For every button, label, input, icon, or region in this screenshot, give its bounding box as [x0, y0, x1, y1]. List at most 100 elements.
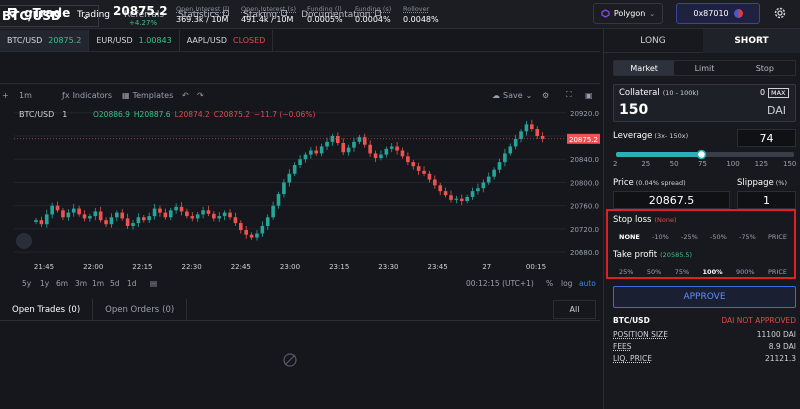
symbol-selector[interactable]: BTC/USD ⌄	[0, 5, 99, 27]
gear-icon[interactable]	[773, 6, 787, 20]
ohlc-close: C20875.2	[213, 110, 251, 119]
log-toggle[interactable]: log	[561, 279, 573, 288]
auto-toggle[interactable]: auto	[579, 279, 596, 288]
pair-price: 1.00843	[138, 36, 172, 45]
filter-label: All	[569, 305, 580, 314]
pair-aapl-usd[interactable]: AAPL/USD CLOSED	[180, 30, 274, 51]
summary-value: 8.9 DAI	[768, 342, 796, 351]
nav-statistics[interactable]: Statistics	[178, 9, 230, 20]
redo-icon[interactable]: ↷	[197, 90, 204, 100]
leverage-input[interactable]: 74	[737, 129, 796, 147]
order-type-limit[interactable]: Limit	[694, 63, 715, 73]
tab-open-trades[interactable]: Open Trades (0)	[0, 299, 94, 320]
price-chart[interactable]: 20920.020880.020840.020800.020760.020720…	[0, 105, 600, 275]
sl-option-price[interactable]: PRICE	[767, 233, 787, 241]
sl-option-50[interactable]: -50%	[710, 233, 727, 241]
templates-icon: ▦	[122, 90, 130, 100]
pair-eur-usd[interactable]: EUR/USD 1.00843	[89, 30, 180, 51]
calendar-icon[interactable]: ▤	[150, 279, 158, 288]
fullscreen-icon[interactable]: ⛶	[566, 90, 572, 99]
info-bar	[0, 52, 600, 84]
candle-body	[454, 198, 459, 200]
candle-body	[459, 198, 464, 202]
top-bar	[0, 0, 800, 29]
camera-icon[interactable]: ▣	[585, 90, 593, 100]
tp-option-75[interactable]: 75%	[674, 268, 690, 276]
stat-label: Open Interest (s)	[241, 5, 296, 13]
candle-body	[120, 212, 125, 219]
sl-option-75[interactable]: -75%	[739, 233, 756, 241]
stat-rollover: Rollover 0.0048%	[403, 5, 439, 24]
indicators-button[interactable]: ƒx Indicators	[62, 91, 112, 100]
sl-option-10[interactable]: -10%	[652, 233, 669, 241]
range-3m[interactable]: 3m	[75, 279, 88, 288]
candle-body	[384, 148, 389, 155]
indicators-label: Indicators	[72, 90, 113, 100]
network-selector[interactable]: Polygon ⌄	[593, 3, 663, 24]
sl-option-none[interactable]: NONE	[619, 233, 640, 241]
save-button[interactable]: ☁ Save ⌄	[492, 91, 532, 100]
wallet-address: 0x87010	[693, 9, 729, 18]
candle-body	[185, 211, 189, 217]
nav-referrals[interactable]: Referrals	[124, 10, 164, 20]
price-input[interactable]: 20867.5	[613, 191, 730, 209]
sl-option-25[interactable]: -25%	[681, 233, 698, 241]
network-label: Polygon	[613, 9, 646, 18]
leverage-slider-handle[interactable]	[616, 149, 794, 160]
candle-body	[125, 218, 130, 226]
tp-option-100[interactable]: 100%	[702, 268, 723, 276]
candle-body	[481, 182, 486, 189]
candle-body	[309, 150, 313, 155]
settings-icon[interactable]: ⚙	[542, 90, 550, 100]
order-type-market[interactable]: Market	[614, 61, 675, 75]
range-1m[interactable]: 1m	[92, 279, 105, 288]
range-1d[interactable]: 1d	[127, 279, 137, 288]
nav-trading[interactable]: Trading	[77, 10, 110, 20]
collateral-input[interactable]	[613, 84, 796, 122]
range-6m[interactable]: 6m	[56, 279, 69, 288]
candle-body	[77, 208, 81, 215]
tp-option-price[interactable]: PRICE	[768, 268, 787, 276]
short-tab[interactable]: SHORT	[703, 29, 800, 53]
plus-icon[interactable]: +	[2, 90, 9, 100]
candle-body	[292, 165, 297, 174]
x-tick-label: 27	[482, 263, 491, 271]
tradingview-logo-icon	[16, 233, 32, 249]
candle-body	[303, 154, 308, 160]
tp-option-25[interactable]: 25%	[619, 268, 634, 276]
tab-open-orders[interactable]: Open Orders (0)	[93, 299, 188, 320]
leverage-label: Leverage	[613, 131, 653, 141]
nav-documentation[interactable]: Documentation	[301, 9, 381, 20]
candle-body	[50, 205, 54, 215]
pair-btc-usd[interactable]: BTC/USD 20875.2	[0, 30, 90, 51]
y-tick-label: 20680.0	[570, 249, 599, 257]
long-tab[interactable]: LONG	[603, 29, 703, 53]
order-type-stop[interactable]: Stop	[755, 63, 774, 73]
candle-body	[222, 212, 227, 217]
candle-body	[470, 191, 475, 197]
pair-price: CLOSED	[232, 36, 266, 45]
range-5y[interactable]: 5y	[22, 279, 32, 288]
tp-option-900[interactable]: 900%	[736, 268, 755, 276]
wallet-button[interactable]: 0x87010	[676, 3, 760, 24]
range-5d[interactable]: 5d	[110, 279, 120, 288]
approve-button[interactable]: APPROVE	[613, 286, 796, 308]
filter-select[interactable]: All	[553, 300, 596, 319]
nav-staking[interactable]: Staking	[243, 9, 288, 20]
chart-time[interactable]: 00:12:15 (UTC+1)	[466, 279, 534, 288]
range-1y[interactable]: 1y	[40, 279, 50, 288]
max-button[interactable]: MAX	[768, 88, 789, 98]
tp-option-50[interactable]: 50%	[646, 268, 662, 276]
candle-body	[255, 233, 259, 238]
collateral-label: Collateral	[619, 88, 660, 98]
templates-button[interactable]: ▦ Templates	[122, 91, 173, 100]
interval-button[interactable]: 1m	[19, 90, 32, 100]
percent-toggle[interactable]: %	[546, 279, 554, 288]
ohlc-readout: O20886.9 H20887.6 L20874.2 C20875.2 −11.…	[93, 110, 315, 119]
slippage-input[interactable]: 1	[737, 191, 796, 209]
logo[interactable]: gTrade	[6, 6, 70, 20]
x-tick-label: 23:45	[428, 263, 448, 271]
undo-icon[interactable]: ↶	[182, 90, 189, 100]
x-tick-label: 22:30	[182, 263, 202, 271]
candle-body	[168, 210, 173, 218]
